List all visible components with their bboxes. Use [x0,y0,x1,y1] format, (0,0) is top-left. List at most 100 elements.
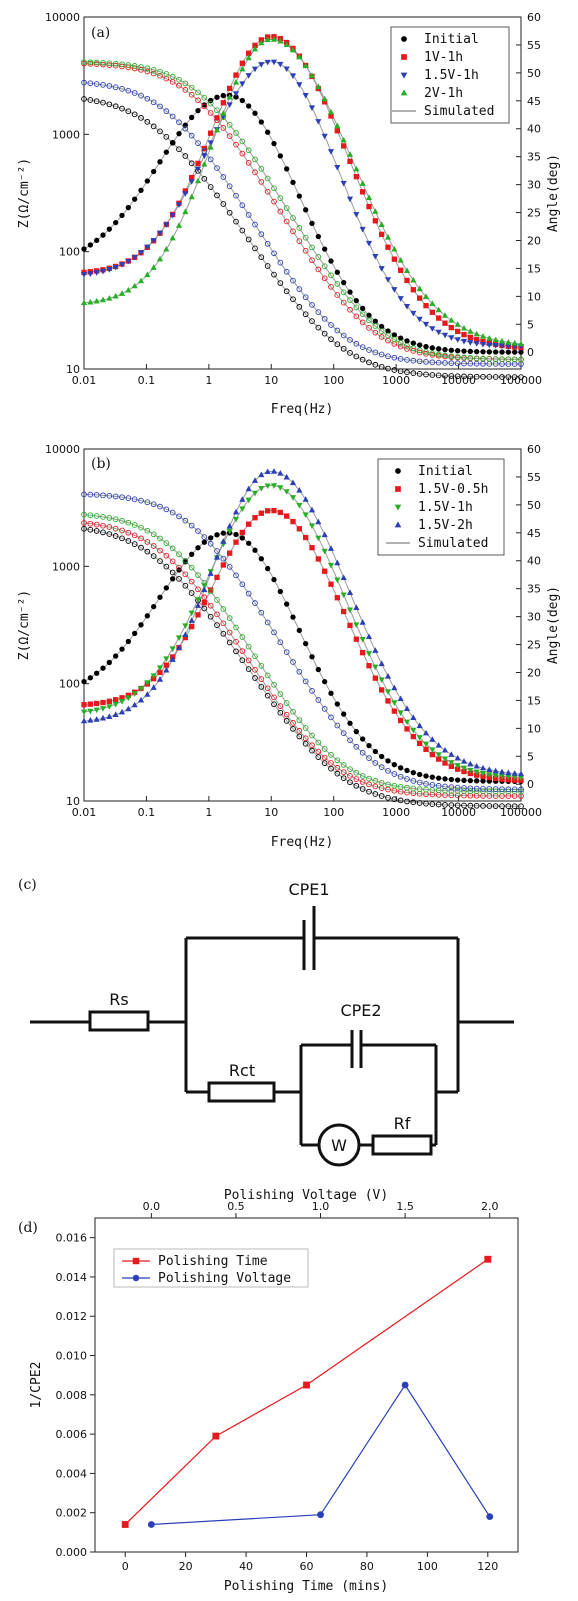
phase-point [455,766,461,772]
legend-label: Simulated [424,104,494,119]
impedance-point [239,202,246,209]
phase-point [321,95,328,102]
impedance-point [81,96,87,102]
impedance-point [404,342,410,349]
phase-point [467,348,473,355]
phase-point [207,143,214,150]
impedance-point [264,175,271,182]
series-point [121,1521,129,1528]
phase-point [429,345,435,351]
phase-point [252,515,258,521]
impedance-point [233,648,239,655]
y-left-tick-label: 10000 [45,11,80,24]
impedance-point [429,372,436,378]
impedance-point [340,299,347,306]
impedance-point [271,198,277,205]
impedance-point [195,89,201,96]
impedance-point [366,347,372,353]
y-right-tick-label: 0 [527,778,534,791]
phase-point [372,647,379,653]
impedance-point [416,779,423,786]
phase-point [346,589,354,596]
impedance-point [195,586,201,593]
impedance-point [359,786,366,792]
impedance-point [435,351,442,358]
simulated-phase-curve [83,509,522,781]
y-tick-label: 0.014 [56,1271,88,1284]
impedance-point [258,663,265,669]
phase-point [182,191,189,197]
y-left-axis-label-b: Z(Ω/cm⁻²) [17,590,32,660]
phase-point [289,73,297,79]
phase-point [416,722,423,729]
phase-point [264,59,271,66]
impedance-point [150,70,157,77]
phase-point [189,114,195,121]
impedance-point [492,803,499,809]
impedance-point [385,365,391,372]
phase-point [436,775,442,781]
phase-point [226,528,233,535]
impedance-point [87,80,94,87]
phase-point [93,270,100,276]
phase-point [194,166,202,173]
impedance-point [378,363,385,370]
impedance-point [277,639,284,646]
impedance-point [93,98,100,105]
phase-point [100,665,106,671]
impedance-point [131,532,138,539]
impedance-point [448,784,455,790]
y-right-tick-label: 30 [527,611,541,624]
phase-point [328,690,334,696]
phase-point [429,774,435,780]
phase-point [410,340,416,346]
impedance-point [309,747,315,754]
impedance-point [106,83,113,89]
phase-point [271,140,277,147]
impedance-point [195,528,201,534]
legend-label: 1.5V-1h [418,500,473,515]
phase-point [479,764,487,771]
impedance-point [100,82,106,88]
phase-point [436,346,442,352]
phase-point [157,669,163,676]
phase-point [454,754,461,761]
impedance-point [112,525,119,532]
impedance-point [328,336,334,343]
impedance-point [290,659,296,665]
rct-label: Rct [229,1061,255,1080]
impedance-point [252,666,258,673]
phase-point [473,762,480,769]
phase-point [201,586,208,593]
impedance-point [473,788,480,795]
phase-point [366,203,372,210]
plot-frame-a [83,16,522,370]
phase-point [417,740,423,746]
phase-point [277,470,284,476]
impedance-point [385,794,391,801]
y-right-tick-label: 45 [527,95,541,108]
impedance-point [100,61,106,68]
impedance-point [334,764,341,771]
impedance-point [245,159,252,166]
impedance-point [290,228,296,235]
impedance-point [112,60,119,67]
phase-point [189,623,195,630]
phase-point [410,727,417,734]
phase-point [511,774,518,781]
phase-point [176,131,182,137]
phase-point [441,746,449,753]
impedance-point [340,289,347,296]
impedance-point [391,367,398,373]
phase-point [87,708,94,715]
phase-point [132,196,138,202]
phase-point [441,312,449,318]
phase-point [391,761,397,768]
impedance-point [511,786,518,793]
impedance-point [467,355,474,361]
impedance-point [467,373,474,380]
impedance-point [207,540,214,547]
phase-point [417,295,423,301]
impedance-point [252,169,258,176]
phase-point [271,576,277,583]
